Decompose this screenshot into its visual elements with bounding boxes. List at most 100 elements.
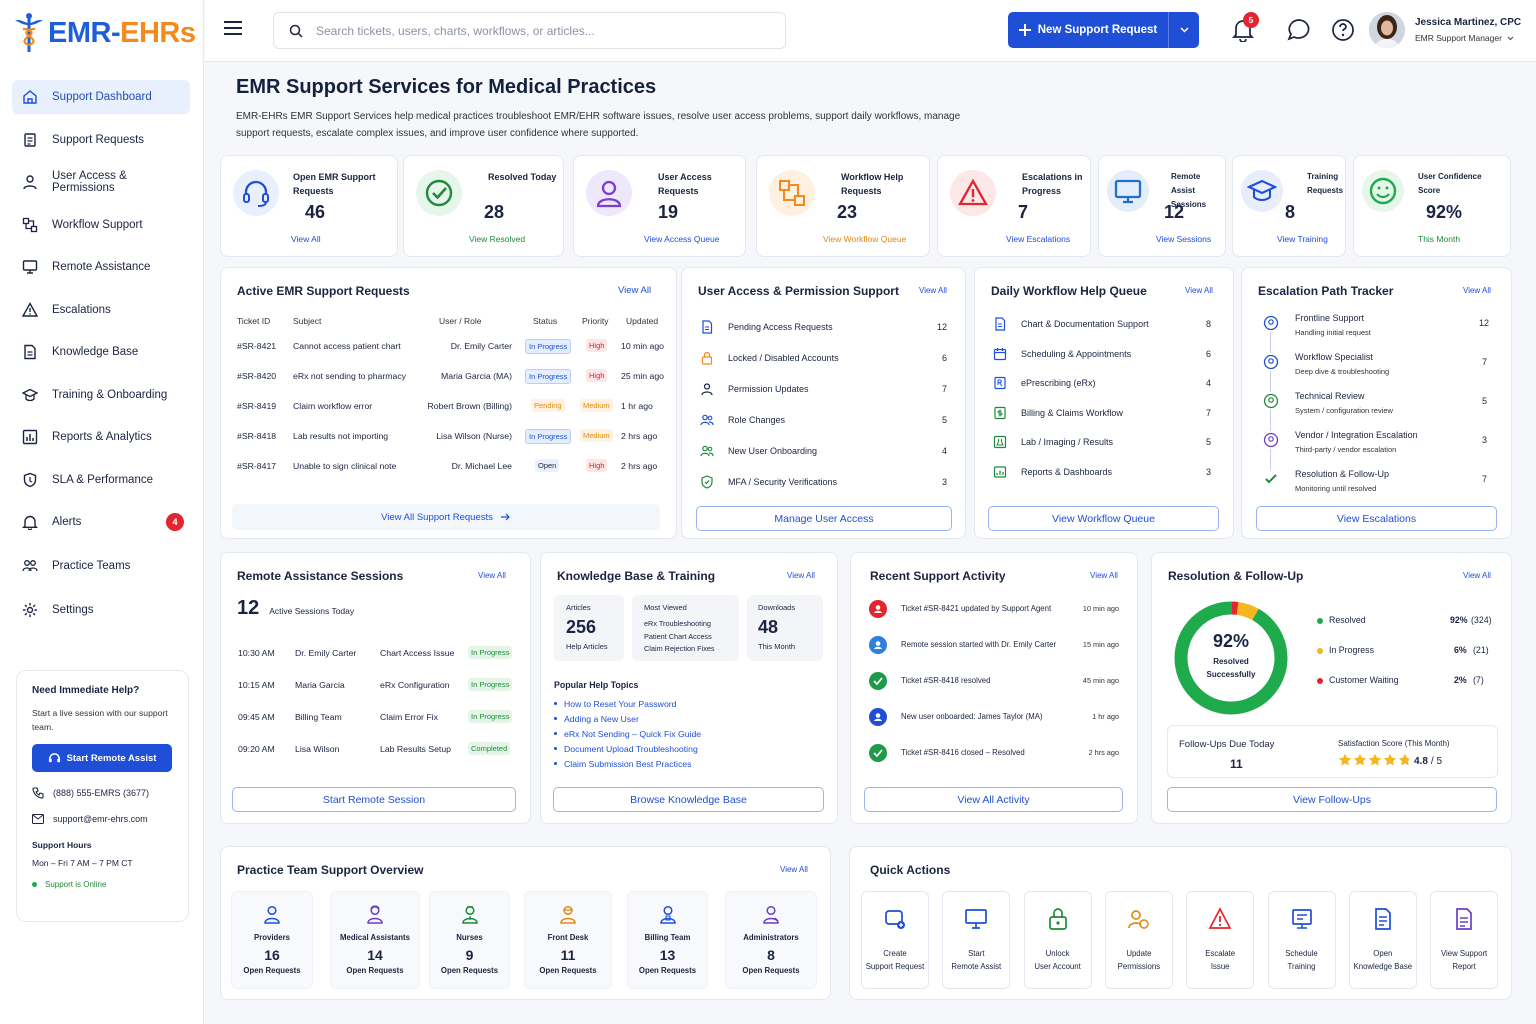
workflow-list-item[interactable]: Lab / Imaging / Results 5 bbox=[993, 432, 1211, 452]
activity-item[interactable]: Ticket #SR-8416 closed – Resolved 2 hrs a… bbox=[851, 742, 1137, 764]
activity-item[interactable]: Ticket #SR-8421 updated by Support Agent… bbox=[851, 598, 1137, 620]
help-icon[interactable] bbox=[1331, 18, 1355, 42]
escalation-tracker-view-all[interactable]: View All bbox=[1463, 286, 1491, 295]
sidebar-item-reports-analytics[interactable]: Reports & Analytics bbox=[12, 420, 190, 454]
sidebar-item-training-onboarding[interactable]: Training & Onboarding bbox=[12, 378, 190, 412]
sidebar-item-remote-assistance[interactable]: Remote Assistance bbox=[12, 250, 190, 284]
table-row[interactable]: #SR-8418 Lab results not importing Lisa Wi… bbox=[221, 429, 676, 461]
view-workflow-queue-button[interactable]: View Workflow Queue bbox=[988, 506, 1219, 531]
quick-action-escalate[interactable]: Escalate Issue bbox=[1186, 891, 1255, 989]
sidebar-item-knowledge-base[interactable]: Knowledge Base bbox=[12, 335, 190, 369]
kpi-link[interactable]: View Sessions bbox=[1156, 234, 1212, 244]
escalation-step[interactable]: Technical Review System / configuration r… bbox=[1242, 388, 1511, 422]
escalation-step[interactable]: Workflow Specialist Deep dive & troublesh… bbox=[1242, 349, 1511, 383]
logo[interactable]: EMR-EHRs bbox=[12, 10, 196, 56]
team-card[interactable]: Nurses 9 Open Requests bbox=[429, 891, 510, 989]
activity-item[interactable]: New user onboarded: James Taylor (MA) 1 h… bbox=[851, 706, 1137, 728]
workflow-list-item[interactable]: Chart & Documentation Support 8 bbox=[993, 314, 1211, 334]
access-list-item[interactable]: Pending Access Requests 12 bbox=[700, 317, 947, 337]
access-list-item[interactable]: Role Changes 5 bbox=[700, 410, 947, 430]
kpi-link[interactable]: View Training bbox=[1277, 234, 1328, 244]
quick-action-permissions[interactable]: Update Permissions bbox=[1104, 891, 1173, 989]
search-input[interactable] bbox=[316, 23, 756, 38]
recent-activity-view-all[interactable]: View All bbox=[1090, 571, 1118, 580]
user-menu[interactable]: Jessica Martinez, CPC EMR Support Manage… bbox=[1369, 12, 1521, 48]
quick-action-unlock[interactable]: Unlock User Account bbox=[1023, 891, 1092, 989]
start-remote-session-button[interactable]: Start Remote Session bbox=[232, 787, 516, 812]
kpi-link[interactable]: View Resolved bbox=[469, 234, 526, 244]
workflow-list-item[interactable]: Billing & Claims Workflow 7 bbox=[993, 403, 1211, 423]
table-row[interactable]: #SR-8417 Unable to sign clinical note Dr. … bbox=[221, 459, 676, 491]
sidebar-item-settings[interactable]: Settings bbox=[12, 593, 190, 627]
sidebar-item-support-requests[interactable]: Support Requests bbox=[12, 123, 190, 157]
new-support-request-button[interactable]: New Support Request bbox=[1008, 12, 1199, 48]
view-all-activity-button[interactable]: View All Activity bbox=[864, 787, 1123, 812]
kpi-link[interactable]: View Workflow Queue bbox=[823, 234, 907, 244]
kpi-link[interactable]: View All bbox=[291, 234, 321, 244]
view-escalations-button[interactable]: View Escalations bbox=[1256, 506, 1497, 531]
active-requests-view-all[interactable]: View All bbox=[618, 285, 652, 296]
workflow-list-item[interactable]: ePrescribing (eRx) 4 bbox=[993, 373, 1211, 393]
kpi-link[interactable]: View Escalations bbox=[1006, 234, 1071, 244]
practice-teams-view-all[interactable]: View All bbox=[780, 865, 808, 874]
help-topic-link[interactable]: Document Upload Troubleshooting bbox=[554, 741, 701, 756]
team-card[interactable]: Billing Team 13 Open Requests bbox=[627, 891, 708, 989]
manage-user-access-button[interactable]: Manage User Access bbox=[696, 506, 952, 531]
sidebar-item-escalations[interactable]: Escalations bbox=[12, 293, 190, 327]
activity-item[interactable]: Remote session started with Dr. Emily Ca… bbox=[851, 634, 1137, 656]
team-card[interactable]: Providers 16 Open Requests bbox=[231, 891, 313, 989]
sidebar-item-workflow-support[interactable]: Workflow Support bbox=[12, 208, 190, 242]
workflow-list-item[interactable]: Reports & Dashboards 3 bbox=[993, 462, 1211, 482]
team-card[interactable]: Medical Assistants 14 Open Requests bbox=[330, 891, 420, 989]
most-viewed-item[interactable]: Patient Chart Access bbox=[644, 631, 712, 641]
escalation-step[interactable]: Vendor / Integration Escalation Third-par… bbox=[1242, 427, 1511, 461]
quick-action-report[interactable]: View Support Report bbox=[1430, 891, 1499, 989]
session-row[interactable]: 10:15 AM Maria Garcia eRx Configuration In … bbox=[221, 676, 530, 698]
sidebar-item-alerts[interactable]: Alerts 4 bbox=[12, 505, 190, 539]
team-card[interactable]: Front Desk 11 Open Requests bbox=[524, 891, 612, 989]
access-list-item[interactable]: New User Onboarding 4 bbox=[700, 441, 947, 461]
quick-action-knowledge-base[interactable]: Open Knowledge Base bbox=[1348, 891, 1417, 989]
table-row[interactable]: #SR-8419 Claim workflow error Robert Brown… bbox=[221, 399, 676, 431]
resolution-view-all[interactable]: View All bbox=[1463, 571, 1491, 580]
view-follow-ups-button[interactable]: View Follow-Ups bbox=[1167, 787, 1497, 812]
kpi-link[interactable]: View Access Queue bbox=[644, 234, 720, 244]
sidebar-item-support-dashboard[interactable]: Support Dashboard bbox=[12, 80, 190, 114]
quick-action-create-request[interactable]: Create Support Request bbox=[861, 891, 929, 989]
help-topic-link[interactable]: Claim Submission Best Practices bbox=[554, 756, 701, 771]
team-card[interactable]: Administrators 8 Open Requests bbox=[725, 891, 817, 989]
quick-action-remote-assist[interactable]: Start Remote Assist bbox=[942, 891, 1011, 989]
remote-sessions-view-all[interactable]: View All bbox=[478, 571, 506, 580]
knowledge-base-view-all[interactable]: View All bbox=[787, 571, 815, 580]
workflow-list-item[interactable]: Scheduling & Appointments 6 bbox=[993, 344, 1211, 364]
search-box[interactable] bbox=[273, 12, 786, 49]
user-access-view-all[interactable]: View All bbox=[919, 286, 947, 295]
sidebar-item-user-access-permissions[interactable]: User Access & Permissions bbox=[12, 165, 190, 199]
help-phone[interactable]: (888) 555-EMRS (3677) bbox=[32, 787, 173, 799]
most-viewed-item[interactable]: Claim Rejection Fixes bbox=[644, 644, 715, 653]
access-list-item[interactable]: Permission Updates 7 bbox=[700, 379, 947, 399]
sidebar-item-practice-teams[interactable]: Practice Teams bbox=[12, 549, 190, 583]
help-email[interactable]: support@emr-ehrs.com bbox=[32, 814, 173, 824]
most-viewed-item[interactable]: eRx Troubleshooting bbox=[644, 619, 711, 628]
help-topic-link[interactable]: Adding a New User bbox=[554, 711, 701, 726]
activity-item[interactable]: Ticket #SR-8418 resolved 45 min ago bbox=[851, 670, 1137, 692]
notifications-button[interactable]: 5 bbox=[1232, 12, 1259, 45]
access-list-item[interactable]: Locked / Disabled Accounts 6 bbox=[700, 348, 947, 368]
start-remote-assist-button[interactable]: Start Remote Assist bbox=[32, 744, 172, 772]
workflow-queue-view-all[interactable]: View All bbox=[1185, 286, 1213, 295]
access-list-item[interactable]: MFA / Security Verifications 3 bbox=[700, 472, 947, 492]
help-topic-link[interactable]: How to Reset Your Password bbox=[554, 696, 701, 711]
table-row[interactable]: #SR-8420 eRx not sending to pharmacy Maria… bbox=[221, 369, 676, 401]
menu-icon[interactable] bbox=[223, 20, 243, 36]
chat-icon[interactable] bbox=[1287, 18, 1311, 42]
view-all-support-requests-link[interactable]: View All Support Requests bbox=[232, 504, 660, 530]
session-row[interactable]: 09:45 AM Billing Team Claim Error Fix In Pr… bbox=[221, 708, 530, 730]
browse-knowledge-base-button[interactable]: Browse Knowledge Base bbox=[553, 787, 824, 812]
session-row[interactable]: 09:20 AM Lisa Wilson Lab Results Setup Comp… bbox=[221, 740, 530, 762]
help-topic-link[interactable]: eRx Not Sending – Quick Fix Guide bbox=[554, 726, 701, 741]
quick-action-training[interactable]: Schedule Training bbox=[1267, 891, 1336, 989]
escalation-step[interactable]: Frontline Support Handling initial reques… bbox=[1242, 310, 1511, 344]
sidebar-item-sla-performance[interactable]: SLA & Performance bbox=[12, 463, 190, 497]
table-row[interactable]: #SR-8421 Cannot access patient chart Dr. E… bbox=[221, 339, 676, 371]
